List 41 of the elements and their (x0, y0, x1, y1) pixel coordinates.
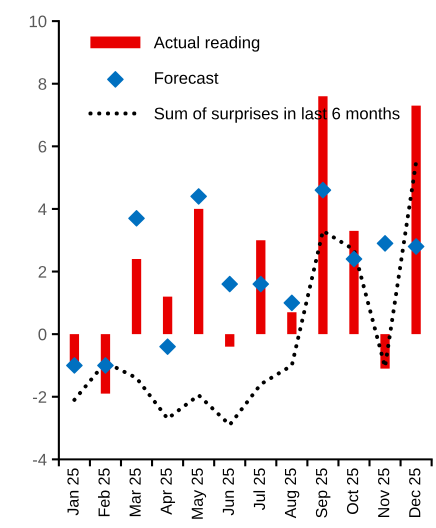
x-tick-label: Jun 25 (222, 468, 234, 516)
y-tick-label: -4 (32, 454, 47, 466)
point (190, 188, 207, 205)
x-tick-label: Feb 25 (98, 468, 110, 516)
bar (225, 334, 234, 347)
y-tick-label: -2 (32, 391, 46, 403)
point (314, 182, 332, 198)
point (128, 210, 145, 227)
y-tick-label: 0 (38, 328, 46, 340)
point (284, 294, 300, 312)
x-tick-label: Jan 25 (67, 468, 79, 516)
line-series (72, 160, 418, 427)
x-tick-label: May 25 (192, 468, 206, 519)
point (346, 250, 362, 268)
y-tick-label: 6 (38, 140, 46, 153)
x-tick-label: Nov 25 (378, 468, 390, 517)
legend-label: Actual reading (154, 36, 260, 52)
bar (132, 259, 142, 334)
y-tick-label: 4 (38, 204, 47, 215)
bar (194, 208, 204, 334)
x-tick-label: Mar 25 (130, 468, 141, 516)
point (252, 276, 270, 292)
y-tick-label: 2 (38, 266, 46, 278)
y-tick-label: 8 (38, 78, 46, 90)
bar (162, 296, 172, 334)
x-tick-label: Apr 25 (160, 468, 176, 515)
y-tick-label: 10 (30, 16, 46, 28)
x-tick-label: Oct 25 (346, 468, 358, 514)
x-tick-label: Aug 25 (284, 468, 300, 518)
point (408, 238, 424, 255)
x-tick-label: Jul 25 (253, 468, 266, 510)
bar (287, 312, 297, 334)
point (159, 338, 176, 355)
point (376, 235, 394, 252)
x-tick-label: Sep 25 (316, 468, 330, 518)
x-tick-label: Dec 25 (409, 468, 420, 517)
bar (411, 106, 421, 334)
point (66, 357, 83, 374)
point (221, 276, 238, 292)
point (97, 357, 114, 374)
legend-label: Forecast (155, 72, 218, 84)
